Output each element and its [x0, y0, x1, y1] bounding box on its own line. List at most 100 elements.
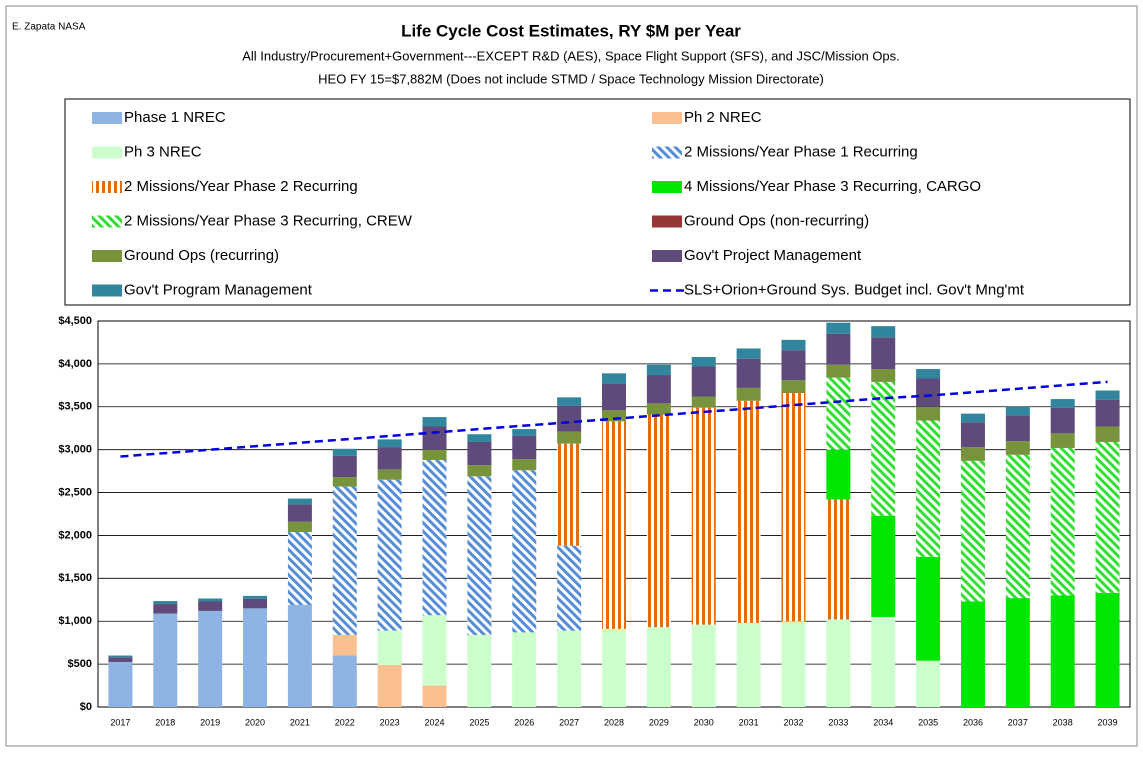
bar-segment [1005, 454, 1030, 599]
bar-segment [1005, 415, 1030, 442]
bar-segment [1095, 441, 1120, 593]
legend-swatch [92, 181, 122, 193]
legend-label: 4 Missions/Year Phase 3 Recurring, CARGO [684, 178, 981, 195]
bar-segment [960, 413, 985, 423]
bar-segment [377, 469, 402, 480]
y-tick-label: $3,000 [58, 444, 92, 456]
bar-segment [1050, 595, 1075, 707]
x-tick-label: 2023 [380, 717, 400, 727]
bar-segment [916, 556, 941, 661]
bar-segment [646, 375, 671, 404]
x-tick-label: 2019 [200, 717, 220, 727]
bar-segment [871, 337, 896, 370]
bar-segment [1095, 592, 1120, 707]
bar-segment [826, 619, 851, 707]
bar-segment [467, 465, 492, 477]
x-tick-label: 2031 [739, 717, 759, 727]
bar-segment [736, 387, 761, 401]
bar-segment [108, 655, 133, 658]
bar-segment [602, 383, 626, 411]
bar-segment [781, 339, 806, 351]
bar-segment [736, 622, 761, 707]
x-tick-label: 2035 [918, 717, 938, 727]
bar-segment [781, 621, 806, 707]
bar-segment [826, 322, 851, 334]
bar-segment [826, 499, 851, 620]
bar-segment [691, 366, 716, 397]
bar-segment [422, 685, 447, 707]
x-tick-label: 2037 [1008, 717, 1028, 727]
bar-segment [287, 604, 312, 707]
bar-segment [916, 406, 941, 421]
x-tick-label: 2025 [469, 717, 489, 727]
bar-segment [691, 407, 716, 625]
bar-segment [243, 595, 268, 599]
bar-segment [736, 348, 761, 359]
bar-segment [557, 545, 582, 631]
bar-segment [377, 630, 402, 665]
legend-swatch [92, 284, 122, 297]
x-tick-label: 2024 [425, 717, 445, 727]
x-tick-label: 2034 [873, 717, 893, 727]
bar-segment [960, 601, 985, 707]
bar-segment [332, 634, 357, 656]
bar-segment [243, 598, 268, 609]
bar-segment [287, 498, 312, 505]
bar-segment [108, 661, 133, 707]
bar-segment [646, 627, 671, 707]
bar-segment [602, 410, 626, 422]
x-tick-label: 2026 [514, 717, 534, 727]
bar-segment [512, 632, 537, 707]
bar-segment [422, 615, 447, 686]
bar-segment [1050, 399, 1075, 408]
bar-segment [871, 515, 896, 617]
chart-title: Life Cycle Cost Estimates, RY $M per Yea… [401, 21, 741, 40]
bar-segment [646, 403, 671, 415]
bar-segment [198, 598, 223, 602]
legend-swatch [92, 215, 122, 228]
bar-segment [1005, 598, 1030, 707]
bar-segment [332, 486, 357, 635]
bar-segment [557, 630, 582, 707]
bar-segment [287, 504, 312, 522]
bar-segment [377, 439, 402, 448]
bar-segment [736, 400, 761, 623]
legend-swatch [652, 112, 682, 124]
bar-segment [781, 350, 806, 381]
y-tick-label: $1,500 [58, 572, 92, 584]
bar-segment [960, 447, 985, 461]
legend-label: Gov't Project Management [684, 247, 862, 264]
x-tick-label: 2028 [604, 717, 624, 727]
legend-label: 2 Missions/Year Phase 1 Recurring [684, 143, 918, 160]
x-tick-label: 2030 [694, 717, 714, 727]
bar-segment [467, 441, 492, 466]
bar-segment [826, 333, 851, 365]
y-tick-label: $2,500 [58, 486, 92, 498]
bar-segment [916, 378, 941, 407]
legend-label: Gov't Program Management [124, 281, 313, 298]
x-tick-label: 2039 [1098, 717, 1118, 727]
x-tick-label: 2017 [110, 717, 130, 727]
bar-segment [467, 476, 492, 635]
bar-segment [1005, 406, 1030, 416]
x-tick-label: 2029 [649, 717, 669, 727]
bar-segment [781, 393, 806, 622]
x-tick-label: 2038 [1053, 717, 1073, 727]
legend-label: Ground Ops (non-recurring) [684, 212, 869, 229]
budget-line [120, 380, 1108, 458]
legend-label: SLS+Orion+Ground Sys. Budget incl. Gov't… [684, 281, 1025, 298]
legend-label: 2 Missions/Year Phase 3 Recurring, CREW [124, 212, 413, 229]
bar-segment [243, 608, 268, 707]
bar-segment [646, 364, 671, 376]
legend-swatch [652, 215, 682, 228]
legend-label: 2 Missions/Year Phase 2 Recurring [124, 178, 358, 195]
y-tick-label: $4,500 [58, 315, 92, 327]
bar-segment [557, 397, 582, 406]
legend-swatch [652, 181, 682, 193]
bar-segment [332, 477, 357, 487]
legend-label: Ph 3 NREC [124, 143, 202, 160]
bar-segment [512, 435, 537, 460]
bar-segment [287, 532, 312, 605]
x-tick-label: 2022 [335, 717, 355, 727]
